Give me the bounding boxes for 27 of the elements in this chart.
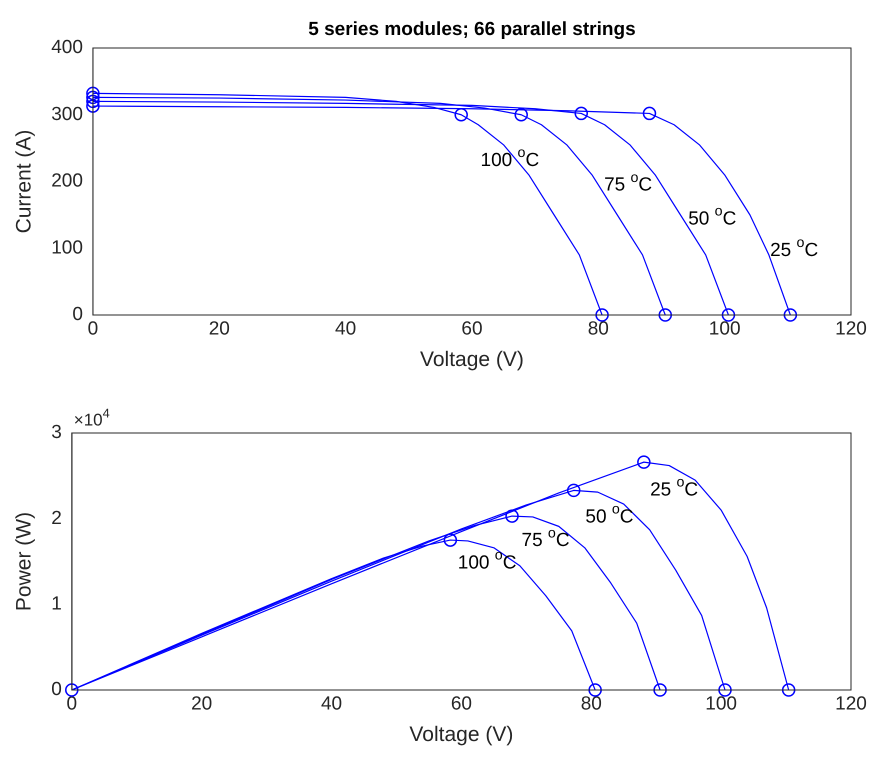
x-tick-label: 100 bbox=[708, 318, 740, 340]
x-tick-label: 100 bbox=[705, 694, 737, 715]
x-tick-label: 120 bbox=[835, 694, 867, 715]
y-tick-label: 3 bbox=[51, 422, 62, 444]
x-tick-label: 40 bbox=[320, 694, 342, 715]
y-tick-label: 200 bbox=[51, 170, 83, 192]
x-tick-label: 60 bbox=[461, 318, 483, 340]
x-tick-label: 20 bbox=[191, 694, 212, 715]
y-axis-title: Power (W) bbox=[12, 512, 36, 612]
y-tick-label: 400 bbox=[51, 37, 83, 58]
y-tick-label: 1 bbox=[51, 594, 62, 615]
x-tick-label: 60 bbox=[450, 694, 472, 715]
y-tick-label: 2 bbox=[51, 508, 62, 529]
x-tick-label: 80 bbox=[580, 694, 602, 715]
x-tick-label: 20 bbox=[208, 318, 230, 340]
y-tick-label: 0 bbox=[51, 679, 62, 700]
x-tick-label: 0 bbox=[88, 318, 98, 340]
chart-title: 5 series modules; 66 parallel strings bbox=[308, 19, 636, 40]
y-tick-label: 100 bbox=[51, 237, 83, 258]
x-tick-label: 40 bbox=[335, 318, 356, 340]
x-axis-title: Voltage (V) bbox=[409, 723, 514, 746]
x-tick-label: 80 bbox=[588, 318, 609, 340]
x-tick-label: 120 bbox=[835, 318, 867, 340]
y-tick-label: 0 bbox=[72, 304, 83, 326]
y-tick-label: 300 bbox=[51, 104, 83, 125]
x-axis-title: Voltage (V) bbox=[420, 348, 524, 372]
y-axis-title: Current (A) bbox=[12, 130, 36, 234]
